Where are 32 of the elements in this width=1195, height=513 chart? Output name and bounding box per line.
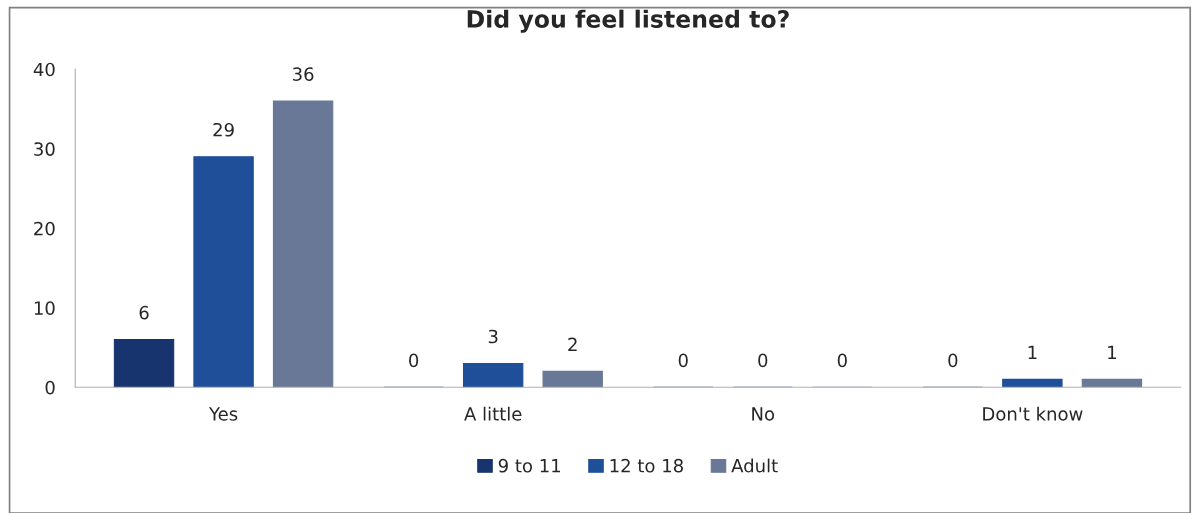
bar bbox=[193, 156, 254, 388]
data-label: 36 bbox=[292, 67, 314, 81]
data-label: 1 bbox=[1028, 345, 1037, 359]
data-label: 0 bbox=[948, 353, 958, 368]
data-label: 1 bbox=[1108, 345, 1116, 359]
bar bbox=[462, 362, 524, 388]
data-label: 2 bbox=[568, 337, 577, 351]
data-label: 3 bbox=[488, 329, 498, 344]
data-label: 0 bbox=[837, 353, 847, 368]
y-tick-label: 0 bbox=[45, 380, 55, 395]
data-label: 0 bbox=[758, 353, 768, 368]
x-tick-label: Don't know bbox=[983, 406, 1083, 421]
bar bbox=[113, 339, 175, 388]
y-tick-label: 30 bbox=[34, 142, 55, 156]
bar bbox=[1002, 378, 1063, 388]
legend-label: 12 to 18 bbox=[610, 458, 683, 473]
data-label: 0 bbox=[409, 353, 419, 368]
data-label: 0 bbox=[678, 353, 688, 368]
y-tick-label: 20 bbox=[34, 221, 55, 236]
x-tick-label: Yes bbox=[208, 407, 238, 421]
legend-label: Adult bbox=[731, 458, 778, 473]
legend-label: 9 to 11 bbox=[498, 458, 561, 473]
y-tick-label: 40 bbox=[33, 62, 55, 77]
data-label: 6 bbox=[139, 305, 149, 320]
bar bbox=[1081, 378, 1143, 388]
bar bbox=[542, 370, 603, 388]
x-tick-label: No bbox=[752, 407, 775, 421]
bar bbox=[272, 100, 334, 388]
x-tick-label: A little bbox=[464, 406, 522, 421]
data-label: 29 bbox=[213, 122, 234, 137]
y-tick-label: 10 bbox=[34, 301, 55, 315]
chart-title: Did you feel listened to? bbox=[467, 9, 789, 33]
